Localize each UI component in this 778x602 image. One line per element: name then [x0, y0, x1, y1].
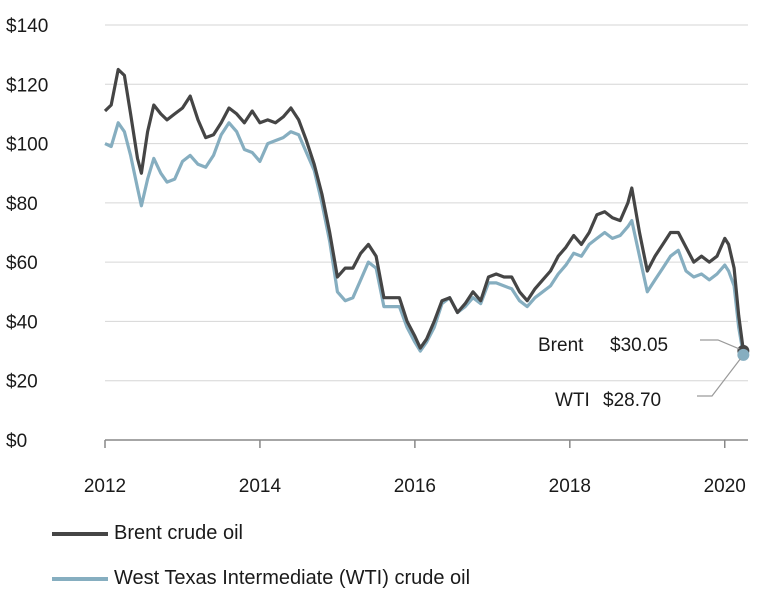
annotation-wti-leader — [697, 358, 741, 397]
y-axis: $0 $20 $40 $60 $80 $100 $120 $140 — [6, 16, 48, 452]
end-point-wti — [737, 348, 750, 361]
y-tick-label: $120 — [6, 75, 48, 96]
annotation-brent-value: $30.05 — [610, 335, 668, 356]
x-axis: 2012 2014 2016 2018 2020 — [84, 440, 746, 497]
legend-label-wti: West Texas Intermediate (WTI) crude oil — [114, 567, 471, 589]
line-chart: $0$20$40$60$80$100$120$140 2012 2014 2016 2… — [6, 16, 750, 497]
series-group — [103, 67, 750, 361]
x-tick-label: 2018 — [549, 476, 591, 497]
y-tick-label: $20 — [6, 372, 38, 393]
series-line-brent — [103, 67, 745, 352]
legend-item-wti: West Texas Intermediate (WTI) crude oil — [52, 567, 470, 590]
y-tick-label: $40 — [6, 312, 38, 333]
y-tick-label: $0 — [6, 431, 27, 452]
legend-label-brent: Brent crude oil — [114, 522, 243, 544]
x-tick-label: 2020 — [704, 476, 746, 497]
annotation-wti-value: $28.70 — [603, 390, 661, 411]
annotation-brent-label: Brent — [538, 335, 584, 356]
y-tick-label: $140 — [6, 16, 48, 37]
legend-item-brent: Brent crude oil — [52, 522, 243, 545]
legend-swatch-wti — [52, 576, 108, 581]
annotations: Brent $30.05 WTI $28.70 — [538, 335, 741, 411]
x-tick-label: 2016 — [394, 476, 436, 497]
y-tick-label: $80 — [6, 194, 38, 215]
gridlines — [105, 24, 748, 382]
y-tick-label: $60 — [6, 253, 38, 274]
y-tick-label: $100 — [6, 135, 48, 156]
annotation-brent-leader — [700, 339, 740, 350]
annotation-wti-label: WTI — [555, 390, 590, 411]
series-line-wti — [104, 121, 745, 356]
x-tick-label: 2012 — [84, 476, 126, 497]
x-tick-label: 2014 — [239, 476, 282, 497]
legend-swatch-brent — [52, 531, 108, 536]
